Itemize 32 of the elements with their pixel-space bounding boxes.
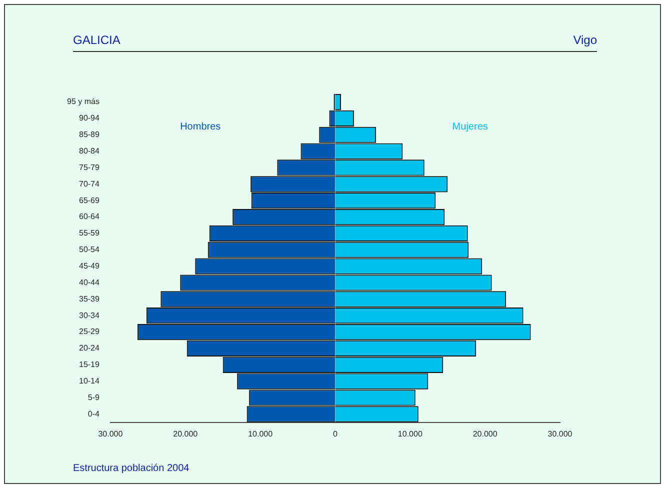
y-tick-label: 55-59: [78, 228, 100, 238]
y-tick-label: 85-89: [78, 130, 100, 140]
y-tick-label: 90-94: [78, 114, 100, 123]
text: Estructura población 2004: [73, 463, 190, 474]
y-tick-label: 20-24: [78, 344, 100, 353]
y-tick-label: 50-54: [78, 245, 100, 254]
y-tick-label: 80-84: [78, 146, 100, 156]
y-tick-label: 75-79: [78, 162, 100, 172]
y-tick-label: 95 y más: [66, 97, 100, 106]
y-tick-label: 70-74: [78, 179, 100, 188]
y-tick-label: 40-44: [78, 278, 100, 287]
x-tick-label: 10.000: [398, 429, 423, 438]
x-tick-label: 30.000: [548, 429, 573, 438]
chart-title: GALICIA: [73, 33, 120, 47]
text: Hombres: [180, 121, 221, 132]
y-tick-label: 10-14: [78, 376, 100, 386]
y-tick-label: 60-64: [78, 212, 100, 222]
y-tick-label: 30-34: [78, 310, 100, 320]
y-tick-label: 65-69: [78, 196, 100, 205]
y-tick-label: 45-49: [78, 262, 100, 271]
x-tick-label: 20.000: [173, 429, 198, 438]
text: Mujeres: [452, 121, 488, 132]
x-tick-label: 20.000: [472, 429, 498, 438]
y-tick-label: 5-9: [88, 392, 100, 402]
y-tick-label: 25-29: [78, 327, 100, 336]
x-tick-label: 0: [333, 429, 338, 438]
x-tick-label: 10.000: [248, 429, 274, 438]
text: Vigo: [573, 33, 597, 47]
y-tick-label: 0-4: [88, 409, 100, 418]
x-tick-label: 30.000: [98, 429, 124, 438]
y-tick-label: 15-19: [78, 360, 100, 370]
y-tick-label: 35-39: [78, 294, 100, 304]
